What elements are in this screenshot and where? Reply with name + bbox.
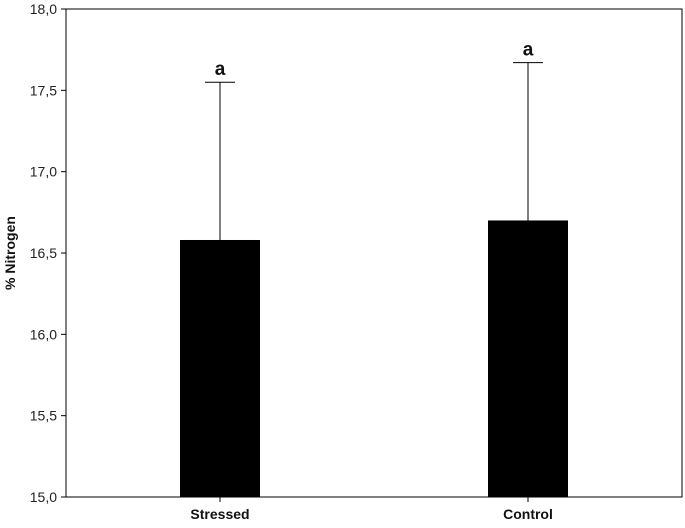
y-tick-label: 15,0 — [30, 489, 57, 505]
y-tick-label: 15,5 — [30, 408, 57, 424]
y-tick-label: 17,5 — [30, 82, 57, 98]
plot-frame — [65, 8, 683, 498]
y-tick-label: 18,0 — [30, 1, 57, 17]
bar-control — [488, 220, 568, 497]
bars-group: aa — [180, 40, 568, 497]
y-tick-label: 16,0 — [30, 326, 57, 342]
significance-label: a — [215, 59, 226, 80]
x-category-label: Stressed — [190, 506, 249, 522]
y-axis-title: % Nitrogen — [2, 216, 18, 290]
significance-label: a — [523, 40, 534, 61]
y-tick-label: 17,0 — [30, 164, 57, 180]
bar-stressed — [180, 239, 260, 497]
y-tick-label: 16,5 — [30, 245, 57, 261]
x-category-label: Control — [503, 506, 553, 522]
y-axis-ticks: 15,0 15,5 16,0 16,5 17,0 17,5 18,0 — [30, 1, 66, 505]
x-axis-labels: Stressed Control — [190, 497, 553, 522]
